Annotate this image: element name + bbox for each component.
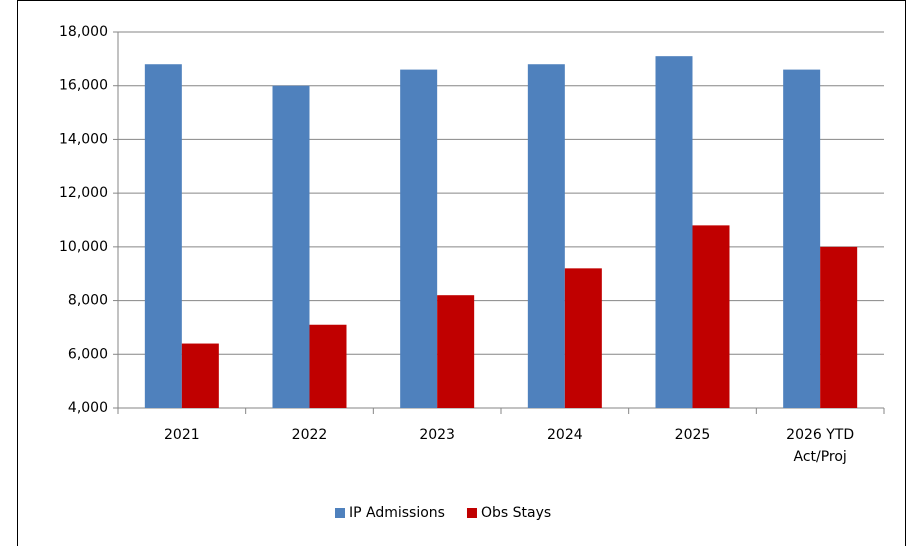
- x-tick-label: 2022: [291, 427, 328, 443]
- legend-swatch: [335, 508, 345, 518]
- bar: [272, 85, 310, 408]
- x-tick-label: 2023: [419, 427, 455, 443]
- x-tick-label: 2025: [674, 427, 711, 443]
- bar: [181, 343, 219, 408]
- bar: [527, 64, 565, 408]
- bar: [564, 268, 602, 408]
- bar: [309, 324, 347, 408]
- x-tick-label: 2026 YTD Act/Proj: [786, 427, 855, 465]
- bar: [144, 64, 182, 408]
- bar: [783, 69, 821, 408]
- y-tick-label: 16,000: [59, 78, 108, 94]
- y-tick-label: 6,000: [68, 346, 108, 362]
- bar: [437, 295, 475, 408]
- x-tick-label: 2021: [164, 427, 200, 443]
- bar: [820, 246, 858, 408]
- y-tick-label: 4,000: [68, 400, 108, 416]
- legend-label: IP Admissions: [349, 505, 445, 521]
- y-tick-label: 12,000: [59, 185, 108, 201]
- y-tick-label: 10,000: [59, 239, 108, 255]
- y-tick-label: 14,000: [59, 131, 108, 147]
- y-tick-label: 18,000: [59, 24, 108, 40]
- bar: [655, 56, 693, 409]
- bar: [400, 69, 438, 408]
- legend-swatch: [466, 508, 477, 518]
- legend-label: Obs Stays: [481, 505, 551, 521]
- x-tick-label: 2024: [547, 427, 583, 443]
- y-tick-label: 8,000: [68, 293, 108, 309]
- bar: [692, 225, 730, 408]
